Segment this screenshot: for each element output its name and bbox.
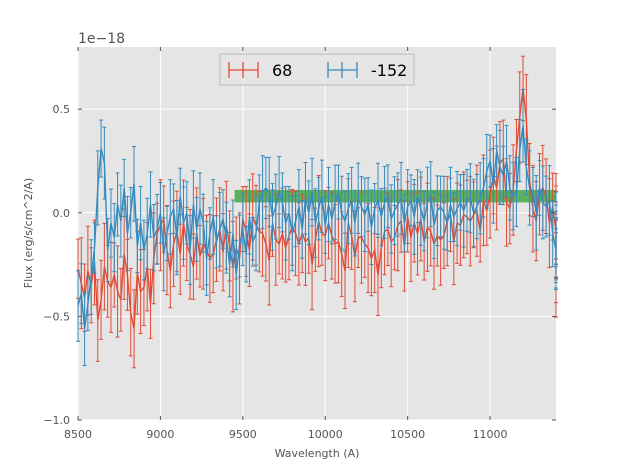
legend-entry-neg152: -152 <box>327 61 407 80</box>
x-tick-label: 9500 <box>229 428 257 441</box>
x-tick-label: 9000 <box>146 428 174 441</box>
plot-area <box>76 47 558 421</box>
x-tick-label: 10500 <box>390 428 425 441</box>
series-line <box>77 125 557 329</box>
y-tick-label: 0.5 <box>53 103 71 116</box>
x-tick-label: 8500 <box>64 428 92 441</box>
x-tick-label: 10000 <box>308 428 343 441</box>
y-tick-label: 0.0 <box>53 207 71 220</box>
series-layer <box>76 55 558 369</box>
legend-label-68: 68 <box>272 61 292 80</box>
y-tick-label: −0.5 <box>43 310 70 323</box>
legend-entry-68: 68 <box>228 61 292 80</box>
legend-swatch-neg152 <box>327 62 358 78</box>
y-axis-label: Flux (erg/s/cm^2/A) <box>22 178 35 288</box>
y-tick-label: −1.0 <box>43 414 70 427</box>
legend: 68 -152 <box>219 53 415 86</box>
legend-label-neg152: -152 <box>371 61 407 80</box>
y-offset-text: 1e−18 <box>78 31 125 47</box>
ticks: 8500 9000 9500 10000 10500 11000 −1.0 −0.5 0.0 0.… <box>43 47 556 441</box>
series--152 <box>76 89 558 366</box>
legend-swatch-68 <box>228 62 259 78</box>
x-tick-label: 11000 <box>473 428 508 441</box>
x-axis-label: Wavelength (A) <box>275 447 360 460</box>
